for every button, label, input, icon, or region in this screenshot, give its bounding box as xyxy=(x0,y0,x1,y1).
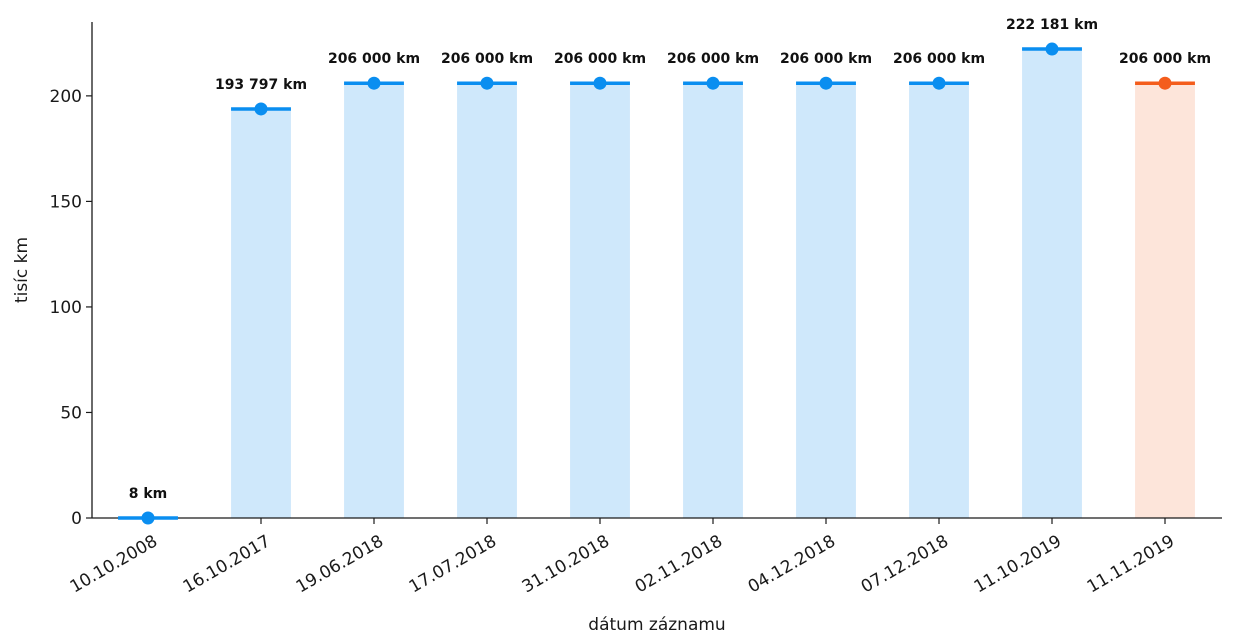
value-marker xyxy=(1045,42,1059,56)
x-tick-label: 17.07.2018 xyxy=(406,531,500,597)
bar xyxy=(796,83,856,519)
value-marker xyxy=(932,76,946,90)
bar xyxy=(1022,49,1082,518)
value-marker xyxy=(141,511,155,525)
y-tick-label: 50 xyxy=(60,403,82,423)
bar xyxy=(570,83,630,519)
bar xyxy=(909,83,969,519)
y-tick-label: 0 xyxy=(71,509,82,529)
value-marker xyxy=(593,76,607,90)
y-axis-title: tisíc km xyxy=(12,237,32,303)
y-tick-label: 200 xyxy=(50,87,82,107)
axes-layer xyxy=(91,22,1222,519)
bar xyxy=(683,83,743,519)
x-tick-label-group: 17.07.2018 xyxy=(406,531,500,597)
value-labels: 8 km 193 797 km 206 000 km 206 000 km 206 00… xyxy=(129,17,1211,502)
x-tick-label-group: 04.12.2018 xyxy=(745,531,839,597)
x-tick-label-group: 11.10.2019 xyxy=(971,531,1065,597)
x-tick-label-group: 16.10.2017 xyxy=(180,531,274,597)
value-label: 222 181 km xyxy=(1006,17,1098,33)
x-tick-label-group: 11.11.2019 xyxy=(1084,531,1178,597)
x-tick-label: 11.10.2019 xyxy=(971,531,1065,597)
value-marker xyxy=(819,76,833,90)
bar xyxy=(457,83,517,519)
bar xyxy=(344,83,404,519)
x-tick-label: 31.10.2018 xyxy=(519,531,613,597)
value-label: 206 000 km xyxy=(893,51,985,67)
bar xyxy=(1135,83,1195,519)
x-tick-label: 11.11.2019 xyxy=(1084,531,1178,597)
bars-layer xyxy=(118,49,1195,519)
x-tick-label-group: 02.11.2018 xyxy=(632,531,726,597)
value-label: 193 797 km xyxy=(215,77,307,93)
x-tick-label: 16.10.2017 xyxy=(180,531,274,597)
x-tick-label: 02.11.2018 xyxy=(632,531,726,597)
x-tick-label: 07.12.2018 xyxy=(858,531,952,597)
x-tick-label-group: 07.12.2018 xyxy=(858,531,952,597)
value-label: 206 000 km xyxy=(328,51,420,67)
x-tick-label: 04.12.2018 xyxy=(745,531,839,597)
value-label: 206 000 km xyxy=(780,51,872,67)
bar xyxy=(231,108,291,518)
value-label: 206 000 km xyxy=(667,51,759,67)
value-marker xyxy=(480,76,494,90)
x-tick-label-group: 31.10.2018 xyxy=(519,531,613,597)
value-label: 206 000 km xyxy=(1119,51,1211,67)
value-label: 206 000 km xyxy=(441,51,533,67)
value-marker xyxy=(1158,76,1172,90)
markers-layer xyxy=(118,42,1195,525)
x-tick-label: 10.10.2008 xyxy=(67,531,161,597)
x-tick-label-group: 19.06.2018 xyxy=(293,531,387,597)
x-axis-title: dátum záznamu xyxy=(588,615,725,632)
x-tick-label: 19.06.2018 xyxy=(293,531,387,597)
x-tick-label-group: 10.10.2008 xyxy=(67,531,161,597)
x-ticks: 10.10.2008 16.10.2017 19.06.2018 17.07.2018… xyxy=(67,518,1178,597)
value-label: 206 000 km xyxy=(554,51,646,67)
value-marker xyxy=(706,76,720,90)
value-marker xyxy=(254,102,268,116)
y-tick-label: 100 xyxy=(50,298,82,318)
value-marker xyxy=(367,76,381,90)
y-tick-label: 150 xyxy=(50,192,82,212)
y-ticks: 0 50 100 150 200 xyxy=(50,87,92,529)
value-label: 8 km xyxy=(129,486,168,502)
